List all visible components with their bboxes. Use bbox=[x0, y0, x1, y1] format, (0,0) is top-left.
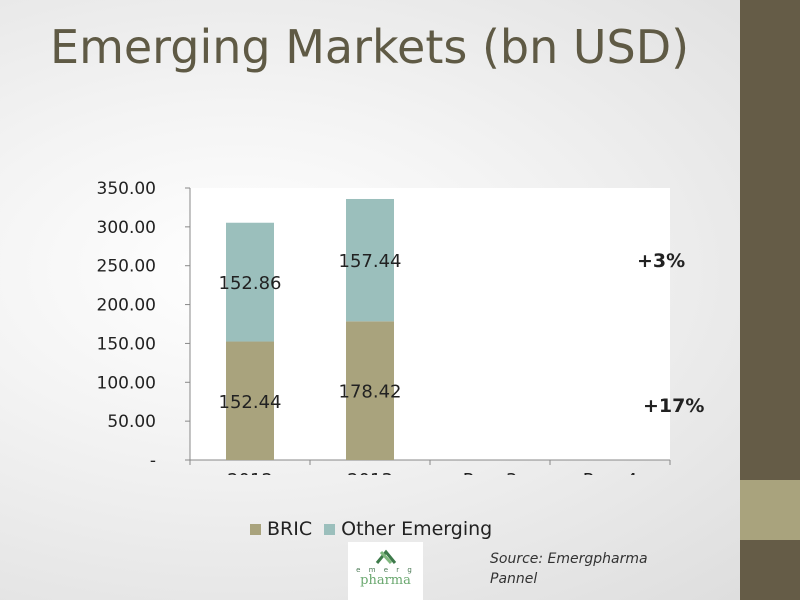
x-tick-label: 2012 bbox=[227, 470, 273, 475]
logo-text-top: e m e r g bbox=[356, 566, 415, 574]
chart-legend: BRIC Other Emerging bbox=[250, 518, 504, 540]
y-tick-label: - bbox=[150, 451, 156, 471]
stacked-bar-chart: - 50.00 100.00 150.00 200.00 250.00 300.00 350.… bbox=[97, 179, 671, 475]
y-tick-label: 200.00 bbox=[97, 296, 156, 316]
y-tick-label: 150.00 bbox=[97, 334, 156, 354]
legend-item-bric: BRIC bbox=[250, 518, 312, 540]
bar-bric bbox=[226, 341, 274, 460]
y-tick-label: 350.00 bbox=[97, 179, 156, 199]
bar-other-emerging bbox=[226, 222, 274, 342]
bar-bric bbox=[346, 321, 394, 460]
y-tick-label: 300.00 bbox=[97, 218, 156, 238]
slide-title: Emerging Markets (bn USD) bbox=[50, 20, 690, 74]
y-tick-label: 250.00 bbox=[97, 257, 156, 277]
y-tick-label: 100.00 bbox=[97, 373, 156, 393]
logo-text-main: pharma bbox=[360, 573, 411, 588]
legend-label-bric: BRIC bbox=[267, 518, 313, 540]
legend-swatch-bric bbox=[250, 523, 261, 535]
annotation-growth-other: +3% bbox=[637, 250, 686, 272]
x-tick-label: Row 4 bbox=[583, 470, 638, 475]
data-label: 178.42 bbox=[339, 382, 402, 403]
source-note: Source: Emergpharma Pannel bbox=[490, 551, 648, 587]
data-label: 152.86 bbox=[219, 273, 282, 294]
data-label: 152.44 bbox=[219, 392, 282, 413]
x-tick-label: 2013 bbox=[347, 470, 393, 475]
legend-label-other-emerging: Other Emerging bbox=[341, 518, 493, 540]
company-logo: e m e r g pharma bbox=[348, 542, 423, 600]
sidebar-accent-decoration bbox=[740, 480, 800, 540]
legend-swatch-other-emerging bbox=[324, 523, 336, 535]
annotation-growth-bric: +17% bbox=[643, 395, 705, 417]
bar-other-emerging bbox=[346, 198, 394, 322]
x-tick-label: Row 3 bbox=[463, 470, 518, 475]
y-tick-label: 50.00 bbox=[107, 412, 156, 432]
logo-mark-icon bbox=[375, 549, 396, 565]
legend-item-other-emerging: Other Emerging bbox=[324, 518, 492, 540]
data-label: 157.44 bbox=[339, 251, 402, 272]
